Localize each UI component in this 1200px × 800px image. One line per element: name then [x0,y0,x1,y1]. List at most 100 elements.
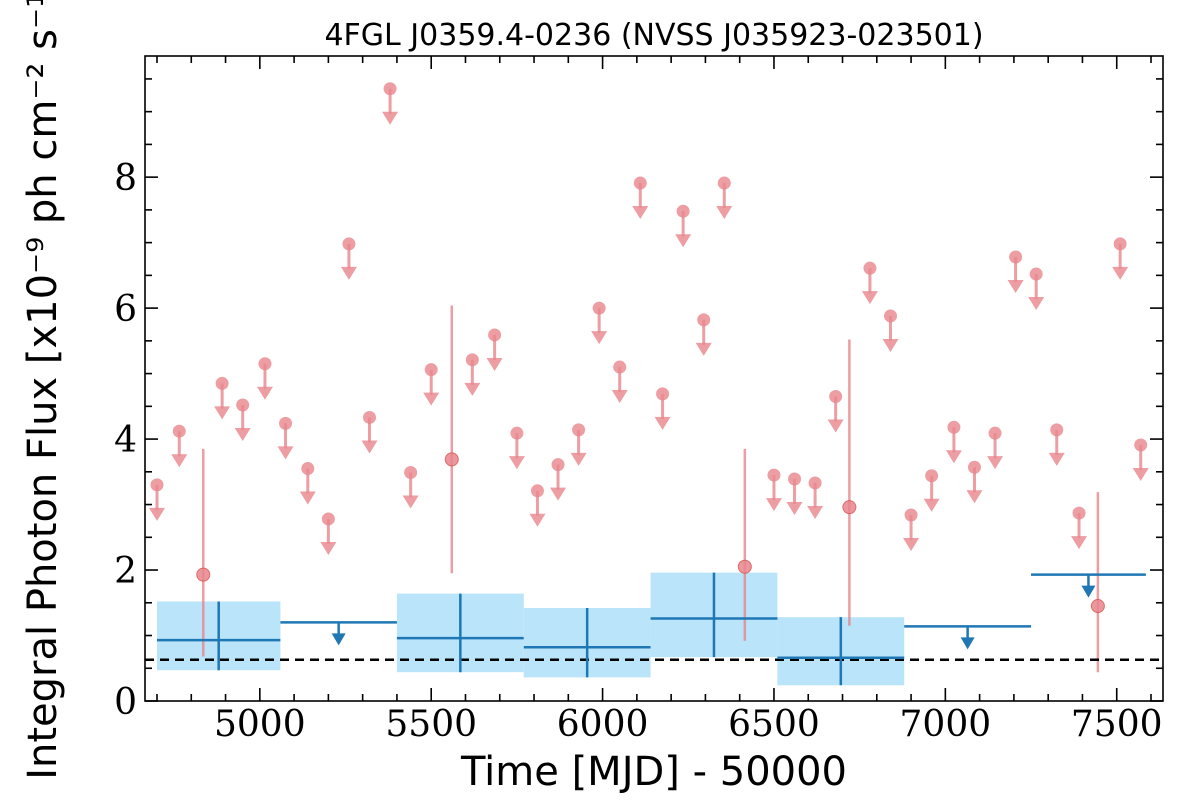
short-bin-upper-limit-arrow [807,505,824,519]
short-bin-upper-limit-arrow [695,342,712,356]
short-bin-upper-limit-arrow [1112,266,1129,280]
short-bin-upper-limit-arrow [214,406,231,420]
short-bin-upper-limit-marker [530,484,544,498]
short-bin-upper-limit-marker [988,426,1002,440]
y-tick-label: 0 [114,682,137,723]
short-bin-upper-limit-arrow [340,266,357,280]
long-bin-error-bands [156,572,905,686]
short-bin-upper-limit-marker [717,176,731,190]
x-axis-label: Time [MJD] - 50000 [460,749,847,795]
short-bin-upper-limit-marker [767,468,781,482]
axis-ticks: 5000 5500 6000 6500 7000 7500 0 2 4 6 8 [114,56,1163,745]
short-bin-upper-limit-arrow [827,419,844,433]
short-bin-upper-limit-arrow [550,487,567,501]
short-bin-upper-limit-marker [572,423,586,437]
short-bin-upper-limit-marker [925,469,939,483]
short-bin-upper-limit-arrow [1132,467,1149,481]
short-bin-upper-limit-arrow [945,450,962,464]
short-bin-detection-point [1090,599,1105,614]
short-bin-upper-limit-marker [1113,237,1127,251]
short-bin-upper-limit-arrow [765,498,782,512]
short-bin-upper-limit-arrow [1007,280,1024,294]
x-tick-label: 6500 [728,704,820,745]
short-bin-series [148,82,1149,673]
short-bin-upper-limit-arrow [464,382,481,396]
short-bin-upper-limit-marker [863,261,877,275]
short-bin-upper-limit-arrow [148,507,165,521]
short-bin-upper-limit-marker [697,313,711,327]
x-tick-label: 5000 [214,704,306,745]
short-bin-upper-limit-arrow [786,502,803,516]
short-bin-upper-limit-marker [424,363,438,377]
short-bin-upper-limit-arrow [716,206,733,220]
short-bin-detection-point [737,559,752,574]
short-bin-upper-limit-marker [342,237,356,251]
short-bin-upper-limit-arrow [1048,452,1065,466]
short-bin-upper-limit-arrow [1071,536,1088,550]
short-bin-upper-limit-arrow [486,357,503,371]
short-bin-upper-limit-marker [613,360,627,374]
short-bin-upper-limit-arrow [277,446,294,460]
short-bin-upper-limit-marker [1009,250,1023,264]
long-bin-upper-limit-arrow [1081,585,1096,598]
y-tick-label: 2 [114,551,137,592]
short-bin-upper-limit-arrow [632,206,649,220]
short-bin-upper-limit-marker [1072,506,1086,520]
short-bin-upper-limit-marker [884,309,898,323]
short-bin-upper-limit-arrow [966,490,983,504]
short-bin-upper-limit-marker [301,462,315,476]
short-bin-upper-limit-marker [236,398,250,412]
x-tick-label: 7500 [1071,704,1163,745]
short-bin-upper-limit-arrow [611,390,628,404]
x-tick-label: 7000 [900,704,992,745]
short-bin-upper-limit-marker [465,353,479,367]
short-bin-upper-limit-arrow [402,495,419,509]
short-bin-upper-limit-marker [808,476,822,490]
short-bin-upper-limit-marker [1050,423,1064,437]
short-bin-upper-limit-marker [383,82,397,96]
short-bin-upper-limit-arrow [299,491,316,505]
short-bin-upper-limit-arrow [903,538,920,552]
short-bin-upper-limit-marker [633,176,647,190]
short-bin-upper-limit-arrow [654,416,671,430]
plot-area-frame [144,55,1164,702]
x-tick-label: 5500 [385,704,477,745]
short-bin-upper-limit-arrow [508,456,525,470]
long-bin-series [156,572,1146,686]
short-bin-upper-limit-arrow [675,234,692,248]
y-tick-label: 8 [114,158,137,199]
short-bin-upper-limit-arrow [320,541,337,555]
short-bin-upper-limit-arrow [591,331,608,345]
short-bin-upper-limit-marker [947,420,961,434]
short-bin-upper-limit-arrow [423,392,440,406]
short-bin-upper-limit-marker [676,204,690,218]
short-bin-upper-limit-marker [510,426,524,440]
short-bin-upper-limit-arrow [382,111,399,125]
short-bin-upper-limit-marker [258,357,272,371]
long-bin-upper-limit-arrow [331,633,346,646]
short-bin-upper-limit-marker [904,508,918,522]
short-bin-upper-limit-marker [172,424,186,438]
short-bin-upper-limit-arrow [882,338,899,352]
short-bin-upper-limit-arrow [987,456,1004,470]
y-tick-label: 4 [114,420,137,461]
short-bin-upper-limit-marker [788,472,802,486]
short-bin-upper-limit-marker [150,478,164,492]
short-bin-upper-limit-marker [1029,267,1043,281]
short-bin-upper-limit-marker [656,387,670,401]
short-bin-detection-point [444,452,459,467]
short-bin-upper-limit-arrow [1028,297,1045,311]
short-bin-upper-limit-arrow [570,452,587,466]
short-bin-upper-limit-arrow [234,428,251,442]
short-bin-upper-limit-arrow [529,513,546,527]
short-bin-upper-limit-arrow [861,291,878,305]
y-tick-label: 6 [114,289,137,330]
short-bin-upper-limit-marker [279,416,293,430]
short-bin-detection-point [842,500,857,515]
short-bin-upper-limit-marker [1134,438,1148,452]
chart-title: 4FGL J0359.4-0236 (NVSS J035923-023501) [324,18,983,53]
x-tick-label: 6000 [557,704,649,745]
short-bin-upper-limit-marker [829,390,843,404]
short-bin-upper-limit-marker [321,512,335,526]
short-bin-upper-limit-marker [592,301,606,315]
